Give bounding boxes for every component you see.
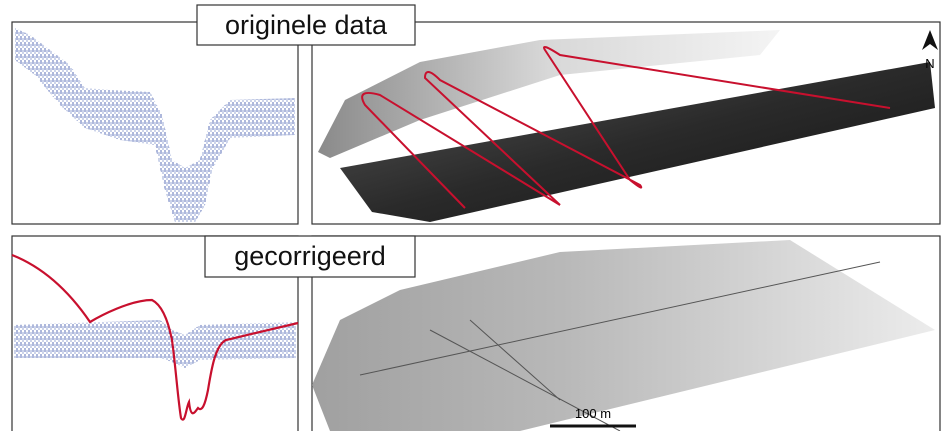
north-label: N (925, 56, 934, 71)
signal-corrected (14, 320, 296, 368)
figure: N originele data 100 m gecorrigeerd (0, 0, 942, 431)
panel-label: originele data (225, 10, 388, 40)
panel-label: gecorrigeerd (234, 241, 386, 271)
north-arrow: N (922, 30, 938, 71)
scale-label: 100 m (575, 406, 611, 421)
signal-raw (15, 28, 295, 222)
